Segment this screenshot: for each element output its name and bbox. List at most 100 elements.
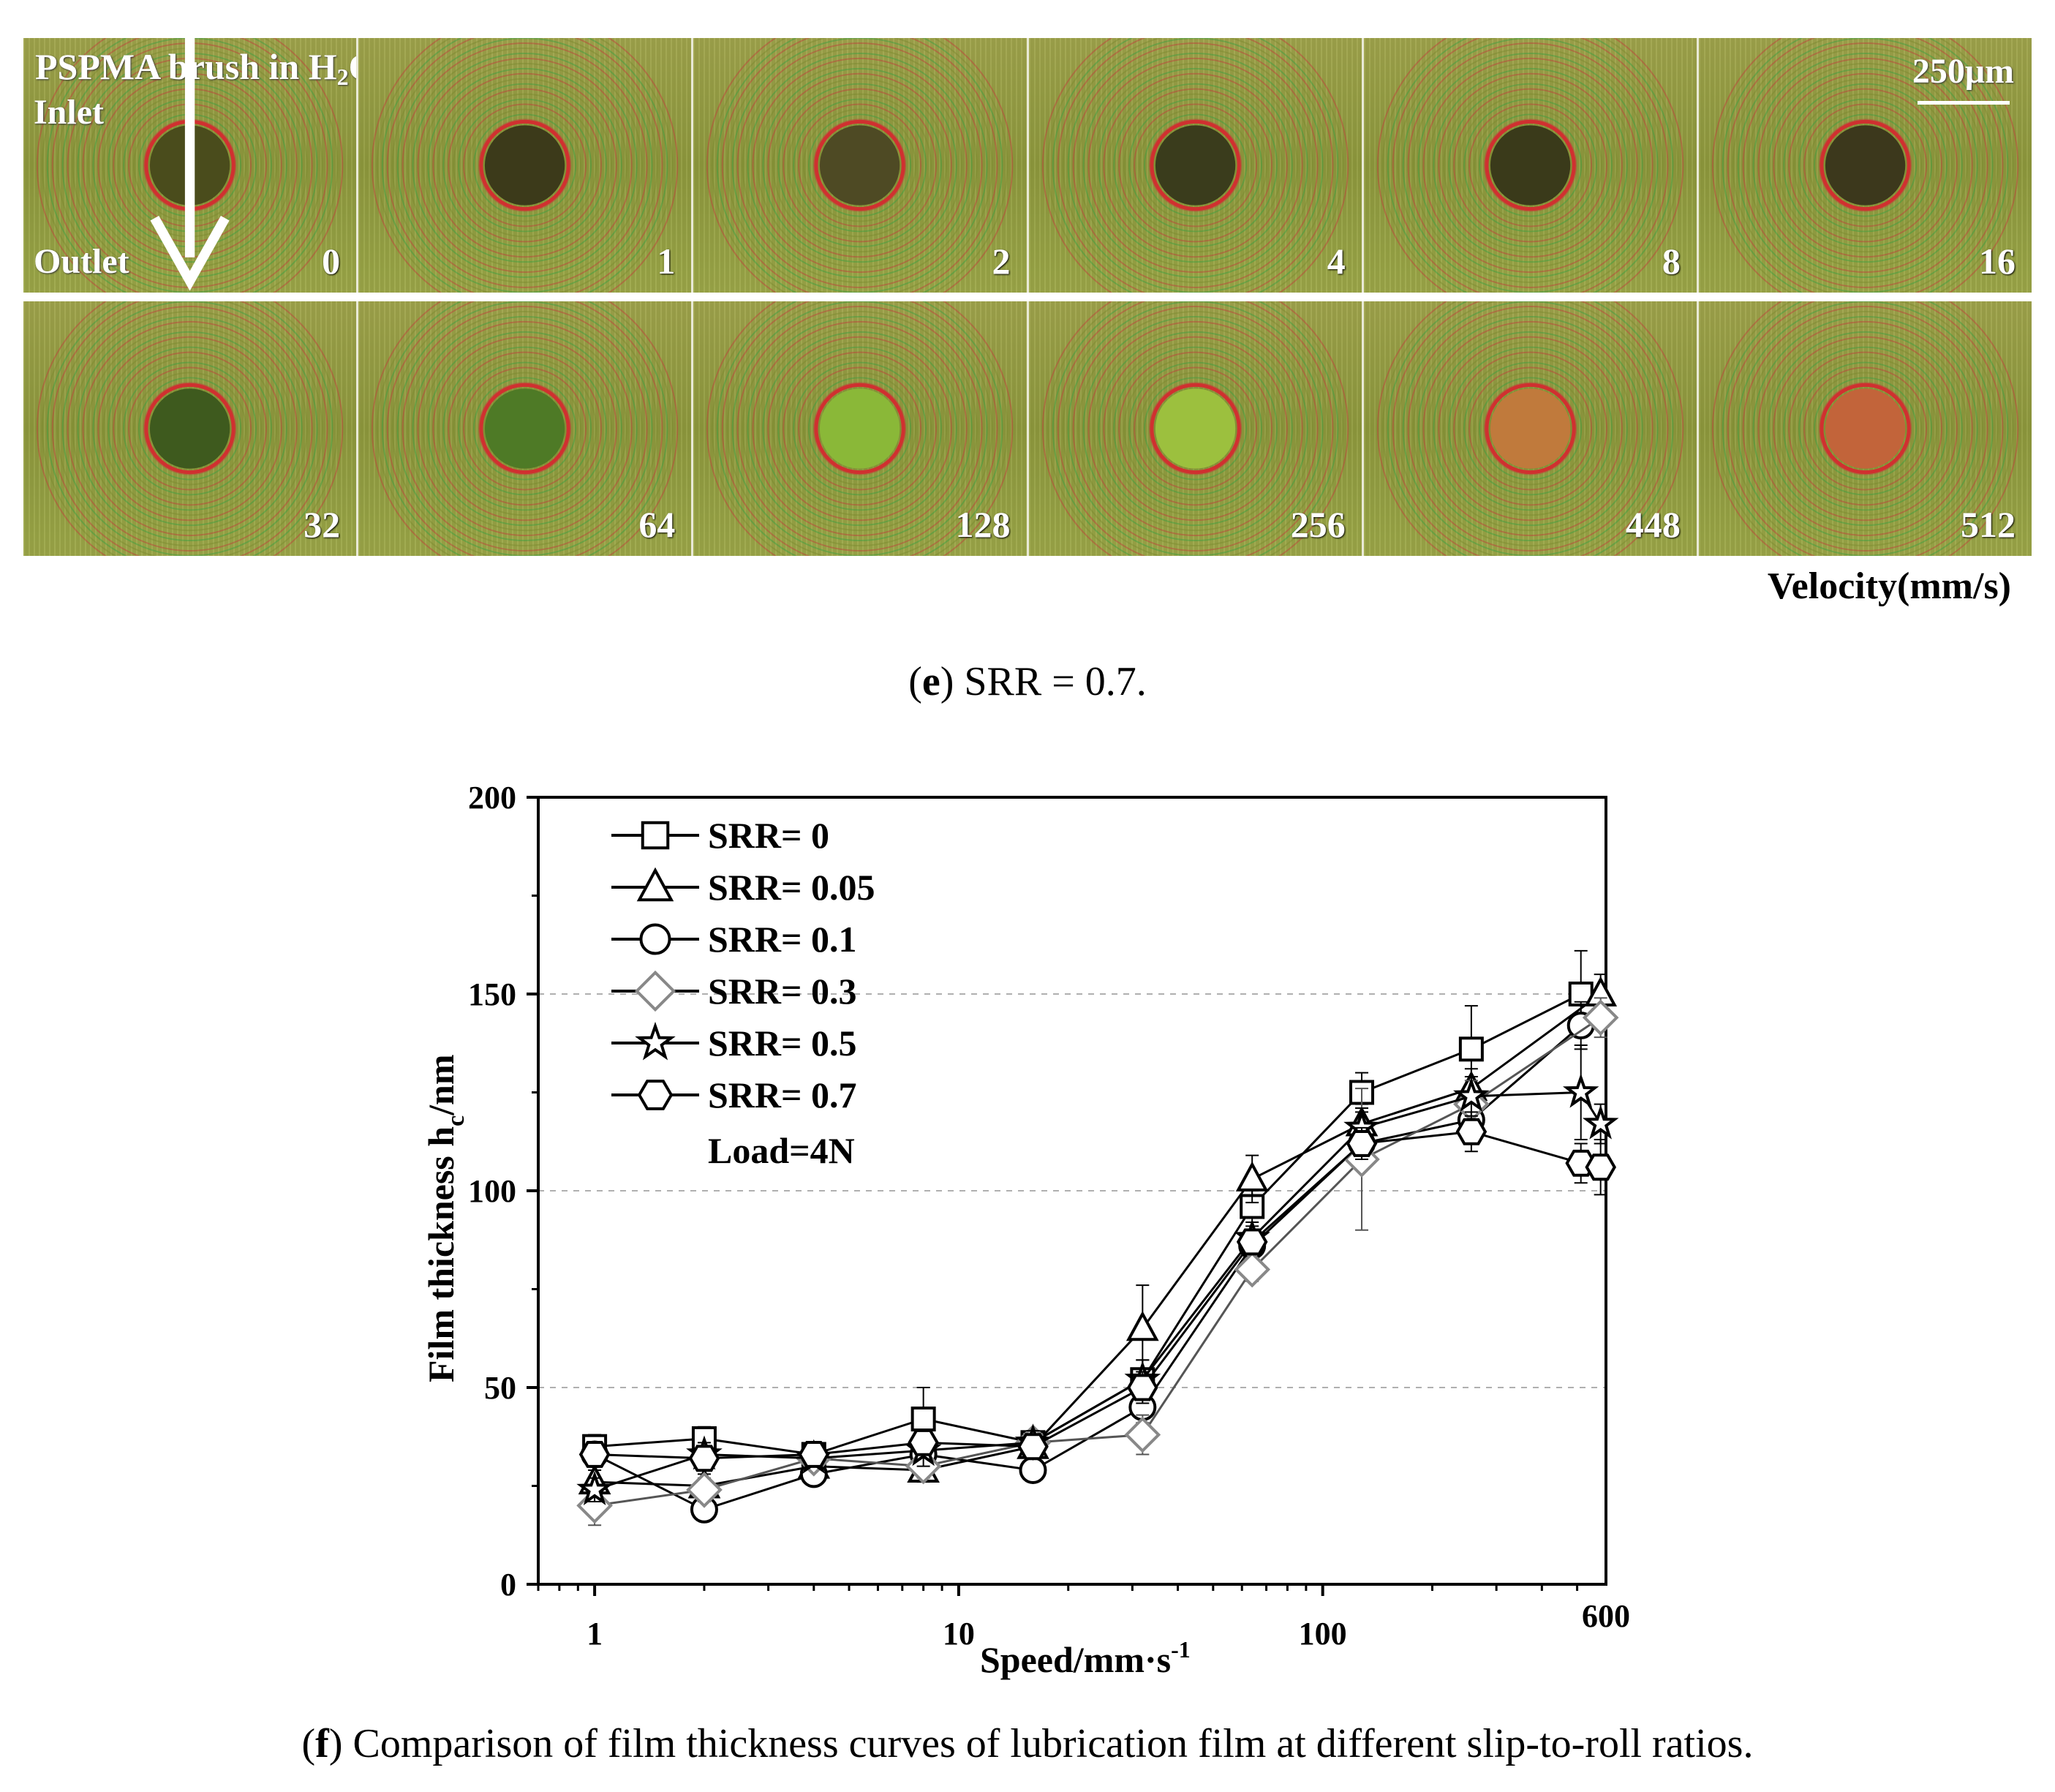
interference-ring [1412,311,1648,546]
hexagon-marker [637,1080,674,1110]
interference-ring [1727,301,2004,556]
interference-ring [427,67,622,263]
interference-ring [458,361,592,496]
legend-entry: SRR= 0 [611,815,829,856]
contact-ring-image [1711,301,2019,556]
interference-ring [1107,341,1283,516]
interference-ring [1087,57,1303,274]
legend-entry: SRR= 0.05 [611,867,875,908]
interference-ring [1773,72,1958,258]
interference-ring [1397,38,1664,293]
interference-ring [1072,306,1319,551]
micrograph-tile: PSPMA brush in H2O Inlet Outlet 0 [23,38,359,293]
interference-ring [97,336,282,522]
velocity-value: 448 [1625,504,1681,545]
scale-bar-label: 250μm [1912,52,2015,91]
interference-ring [67,306,313,551]
interference-ring [391,38,658,293]
interference-ring [1488,124,1572,207]
contact-edge [1820,383,1911,475]
interference-ring [148,387,232,470]
interference-ring [1112,83,1278,248]
y-tick-label: 150 [468,976,516,1012]
diamond-marker [686,1472,723,1508]
interference-ring [92,331,287,527]
interference-ring [478,118,572,212]
interference-ring [143,382,237,475]
contact-edge [479,383,570,475]
interference-ring [1112,346,1278,511]
micrograph-tile: 512 [1698,301,2032,556]
contact-ring-image [1041,301,1349,556]
velocity-value: 0 [322,241,341,282]
interference-ring [1483,382,1577,475]
interference-ring [1097,67,1293,263]
legend-label: SRR= 0.05 [708,867,875,908]
interference-ring [1381,38,1678,293]
inlet-label: Inlet [34,93,104,132]
star-marker [635,1021,676,1061]
interference-ring [437,78,613,253]
interference-ring [717,301,1003,556]
flow-arrow-icon [150,38,230,291]
interference-ring [722,38,998,293]
interference-ring [458,98,592,233]
interference-ring [102,341,277,516]
contact-ring-image [1376,38,1683,293]
interference-ring [1117,88,1272,243]
micrograph-tile: 1 [358,38,694,293]
star-marker [576,1470,613,1506]
interference-ring [1452,351,1607,506]
contact-region [820,388,900,469]
contact-region [1155,125,1235,206]
interference-ring [808,377,912,481]
interference-ring [87,325,293,532]
interference-ring [1052,38,1338,293]
interference-ring [386,38,663,293]
interference-ring [783,351,938,506]
interference-ring [1752,315,1978,542]
interference-ring [1808,108,1922,222]
interference-ring [747,315,973,542]
grid-lines [538,993,1606,1388]
interference-ring [706,38,1014,293]
interference-ring [752,320,968,537]
contact-ring-image [706,38,1014,293]
interference-ring [1133,366,1257,491]
circle-marker [639,923,671,955]
interference-ring [747,52,973,279]
interference-ring [1757,320,1973,537]
velocity-axis-label: Velocity(mm/s) [1767,565,2011,607]
interference-ring [1067,301,1323,556]
interference-ring [712,38,1008,293]
interference-ring [468,372,582,486]
interference-ring [1716,38,2014,293]
interference-ring [1422,320,1638,537]
interference-ring [777,346,943,511]
interference-ring [46,301,333,556]
interference-ring [1092,325,1298,532]
velocity-value: 512 [1961,504,2016,545]
triangle-marker [1125,1311,1159,1341]
interference-ring [1123,93,1267,238]
interference-ring [1433,331,1628,527]
interference-ring [1097,331,1293,527]
interference-ring [1808,372,1922,486]
interference-ring [788,356,932,501]
interference-ring [1463,98,1597,233]
load-annotation: Load=4N [708,1130,855,1171]
interference-ring [391,301,658,556]
interference-ring [1458,356,1602,501]
diamond-marker [1582,999,1619,1036]
interference-ring [1788,88,1942,243]
interference-ring [1143,377,1247,481]
interference-ring [706,301,1014,556]
contact-edge [814,119,906,211]
interference-ring [762,67,958,263]
interference-ring [1148,118,1242,212]
interference-ring [1747,48,1983,283]
interference-ring [453,93,597,238]
interference-ring [1443,341,1618,516]
interference-ring [1778,78,1953,253]
interference-ring [77,315,303,542]
